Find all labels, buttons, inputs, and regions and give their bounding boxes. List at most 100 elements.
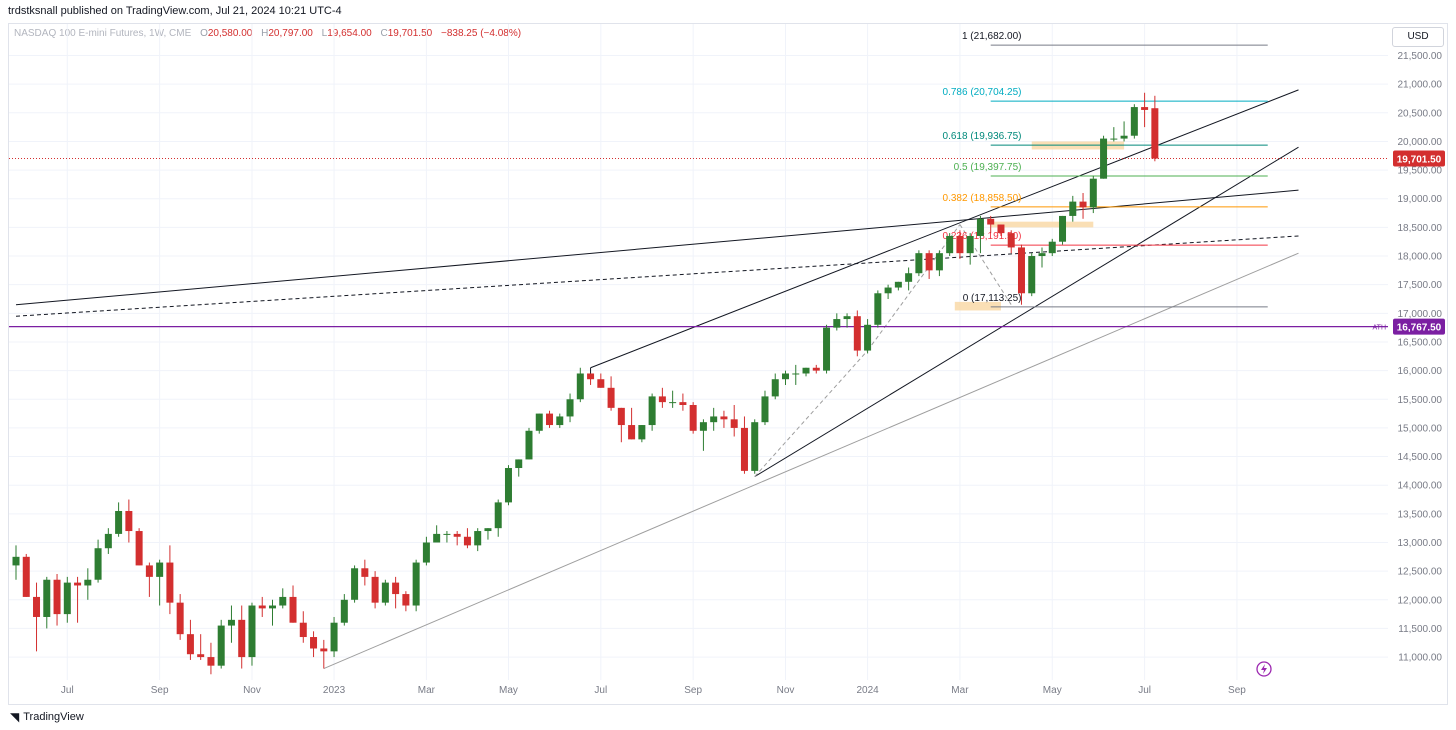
ath-badge xyxy=(1393,318,1445,335)
candle-body xyxy=(535,413,543,431)
candle-body xyxy=(935,253,943,271)
candle-body xyxy=(1079,201,1087,208)
candle-body xyxy=(1059,215,1067,242)
high-value: 20,797.00 xyxy=(268,28,313,39)
candle-body xyxy=(915,253,923,274)
candle-body xyxy=(412,562,420,606)
candle-body xyxy=(628,425,636,440)
fib-level-label: 0.382 (18,858.50) xyxy=(943,193,1022,204)
candle-body xyxy=(474,531,482,546)
fib-level-label: 0.786 (20,704.25) xyxy=(943,87,1022,98)
candle-body xyxy=(730,419,738,428)
low-label: L xyxy=(321,28,328,39)
tradingview-logo-icon: ◥ xyxy=(10,710,20,724)
y-tick-label: 19,500.00 xyxy=(1398,166,1443,177)
currency-button[interactable]: USD xyxy=(1392,27,1444,47)
y-tick-label: 20,500.00 xyxy=(1398,108,1443,119)
candle-body xyxy=(371,576,379,603)
candle-body xyxy=(217,625,225,666)
candle-body xyxy=(997,224,1005,234)
candle-body xyxy=(1120,135,1128,139)
y-tick-label: 15,500.00 xyxy=(1398,395,1443,406)
x-tick-label: Sep xyxy=(151,685,169,696)
candle-body xyxy=(135,531,143,566)
ath-tag: ATH xyxy=(1373,325,1386,332)
x-tick-label: Jul xyxy=(1138,685,1151,696)
candle-body xyxy=(1089,178,1097,208)
ath-badge-label: 16,767.50 xyxy=(1397,323,1442,334)
y-tick-label: 21,000.00 xyxy=(1398,80,1443,91)
x-tick-label: 2024 xyxy=(856,685,879,696)
y-tick-label: 15,000.00 xyxy=(1398,423,1443,434)
candle-body xyxy=(43,579,51,617)
candle-body xyxy=(679,402,687,405)
candle-body xyxy=(905,273,913,282)
candle-body xyxy=(381,582,389,603)
x-tick-label: Sep xyxy=(1228,685,1246,696)
candle-body xyxy=(648,396,656,426)
trendline xyxy=(867,224,961,351)
candle-body xyxy=(94,548,102,580)
candle-body xyxy=(402,594,410,606)
last-price-badge-label: 19,701.50 xyxy=(1397,155,1442,166)
candle-body xyxy=(864,324,872,351)
x-tick-label: May xyxy=(499,685,518,696)
candle-body xyxy=(22,556,30,597)
candle-body xyxy=(279,596,287,606)
support-zone xyxy=(954,301,1001,311)
candle-body xyxy=(197,654,205,658)
candle-body xyxy=(1069,201,1077,216)
x-tick-label: May xyxy=(1043,685,1062,696)
candle-body xyxy=(484,528,492,532)
candle-body xyxy=(638,425,646,440)
candle-body xyxy=(1130,107,1138,136)
candle-body xyxy=(361,568,369,577)
candle-body xyxy=(299,622,307,638)
candle-body xyxy=(946,235,954,254)
candle-body xyxy=(751,422,759,471)
symbol-name: NASDAQ 100 E-mini Futures, 1W, CME xyxy=(14,28,192,39)
candle-body xyxy=(84,579,92,586)
y-tick-label: 18,000.00 xyxy=(1398,252,1443,263)
candle-body xyxy=(771,379,779,397)
candle-body xyxy=(156,562,164,577)
candle-body xyxy=(956,235,964,254)
candle-body xyxy=(566,399,574,417)
candle-body xyxy=(823,327,831,371)
candle-body xyxy=(33,596,41,617)
candle-body xyxy=(166,562,174,603)
y-tick-label: 14,500.00 xyxy=(1398,452,1443,463)
high-label: H xyxy=(261,28,269,39)
candle-body xyxy=(494,502,502,529)
candle-body xyxy=(1038,253,1046,257)
y-tick-label: 13,500.00 xyxy=(1398,509,1443,520)
trendline xyxy=(590,89,1299,369)
open-label: O xyxy=(200,28,208,39)
candle-body xyxy=(833,319,841,328)
candle-body xyxy=(176,602,184,635)
x-tick-label: Mar xyxy=(951,685,969,696)
y-tick-label: 16,000.00 xyxy=(1398,366,1443,377)
fib-level-label: 0.5 (19,397.75) xyxy=(954,162,1022,173)
trendline xyxy=(15,235,1299,317)
price-chart[interactable]: 1 (21,682.00) 0.786 (20,704.25) 0.618 (19,… xyxy=(0,0,1456,706)
candle-body xyxy=(310,637,318,649)
candle-body xyxy=(843,316,851,320)
candle-body xyxy=(761,396,769,423)
candle-body xyxy=(258,605,266,609)
candle-body xyxy=(63,582,71,615)
candle-body xyxy=(269,605,276,609)
candle-body xyxy=(782,373,789,380)
fib-level-label: 1 (21,682.00) xyxy=(962,31,1022,42)
candle-body xyxy=(207,657,215,666)
footer-brand-label: TradingView xyxy=(23,711,84,723)
y-tick-label: 18,500.00 xyxy=(1398,223,1443,234)
y-tick-label: 17,500.00 xyxy=(1398,280,1443,291)
candle-body xyxy=(597,379,605,388)
trendline xyxy=(754,350,868,477)
candle-body xyxy=(186,634,194,655)
candle-body xyxy=(115,510,123,534)
candle-body xyxy=(710,416,718,423)
candle-body xyxy=(74,582,82,586)
close-value: 19,701.50 xyxy=(387,28,433,39)
